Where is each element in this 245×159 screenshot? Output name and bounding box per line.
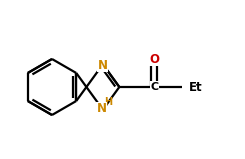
- Text: H: H: [104, 97, 112, 107]
- Text: C: C: [150, 82, 159, 92]
- Text: N: N: [97, 102, 107, 115]
- Text: N: N: [97, 102, 107, 115]
- Text: N: N: [98, 59, 108, 72]
- Text: C: C: [150, 82, 159, 92]
- Text: O: O: [149, 52, 159, 66]
- Text: Et: Et: [189, 80, 203, 93]
- Text: N: N: [98, 59, 108, 72]
- Text: O: O: [149, 52, 159, 66]
